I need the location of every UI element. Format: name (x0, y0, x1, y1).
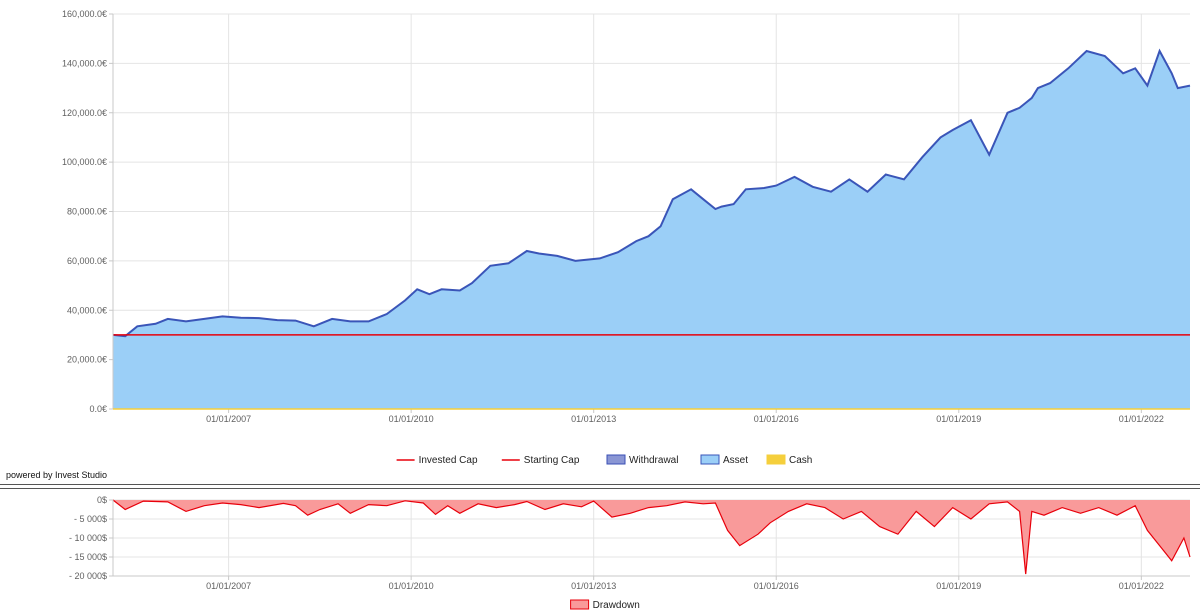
x-tick-label: 01/01/2013 (571, 414, 616, 424)
legend-label: Withdrawal (629, 455, 678, 466)
y-tick-label: 100,000.0€ (62, 157, 107, 167)
drawdown-area (113, 500, 1190, 575)
x-tick-label: 01/01/2016 (754, 414, 799, 424)
legend-item: Asset (700, 454, 748, 466)
powered-by-label: powered by Invest Studio (6, 470, 108, 480)
x-tick-label: 01/01/2007 (206, 414, 251, 424)
x-tick-label: 01/01/2022 (1119, 414, 1164, 424)
asset-area (113, 51, 1190, 409)
y-tick-label: 120,000.0€ (62, 108, 107, 118)
legend-swatch (570, 599, 590, 610)
panel-divider (0, 484, 1200, 485)
y-tick-label: 140,000.0€ (62, 58, 107, 68)
legend-label: Starting Cap (524, 455, 580, 466)
y-tick-label: 40,000.0€ (67, 305, 107, 315)
legend-item: Withdrawal (606, 454, 678, 466)
legend-swatch (700, 454, 720, 465)
legend-item: Cash (766, 454, 812, 466)
legend-label: Invested Cap (419, 455, 478, 466)
x-tick-label: 01/01/2010 (389, 581, 434, 591)
legend-label: Cash (789, 455, 812, 466)
panel-divider (0, 488, 1200, 489)
y-tick-label: 0$ (97, 495, 107, 505)
x-tick-label: 01/01/2013 (571, 581, 616, 591)
x-tick-label: 01/01/2019 (936, 581, 981, 591)
legend-label: Asset (723, 455, 748, 466)
legend-label: Drawdown (593, 600, 640, 611)
y-tick-label: 0.0€ (89, 404, 107, 414)
legend-swatch (606, 454, 626, 465)
legend-item: Drawdown (570, 599, 640, 611)
y-tick-label: - 15 000$ (69, 552, 107, 562)
drawdown-line (112, 499, 1191, 575)
y-tick-label: 60,000.0€ (67, 256, 107, 266)
x-tick-label: 01/01/2010 (389, 414, 434, 424)
x-tick-label: 01/01/2019 (936, 414, 981, 424)
y-tick-label: - 10 000$ (69, 533, 107, 543)
y-tick-label: - 20 000$ (69, 571, 107, 581)
portfolio-value-chart: 0.0€ 20,000.0€ 40,000.0€ 60,000.0€ 80,000.0€… (62, 9, 1191, 466)
x-tick-label: 01/01/2007 (206, 581, 251, 591)
x-tick-label: 01/01/2016 (754, 581, 799, 591)
asset-line (112, 48, 1191, 338)
legend-item: Invested Cap (396, 455, 478, 466)
y-tick-label: 80,000.0€ (67, 207, 107, 217)
legend-swatch (766, 454, 786, 465)
y-tick-label: 20,000.0€ (67, 355, 107, 365)
legend-item: Starting Cap (501, 455, 580, 466)
y-tick-label: - 5 000$ (74, 514, 107, 524)
x-tick-label: 01/01/2022 (1119, 581, 1164, 591)
y-tick-label: 160,000.0€ (62, 9, 107, 19)
